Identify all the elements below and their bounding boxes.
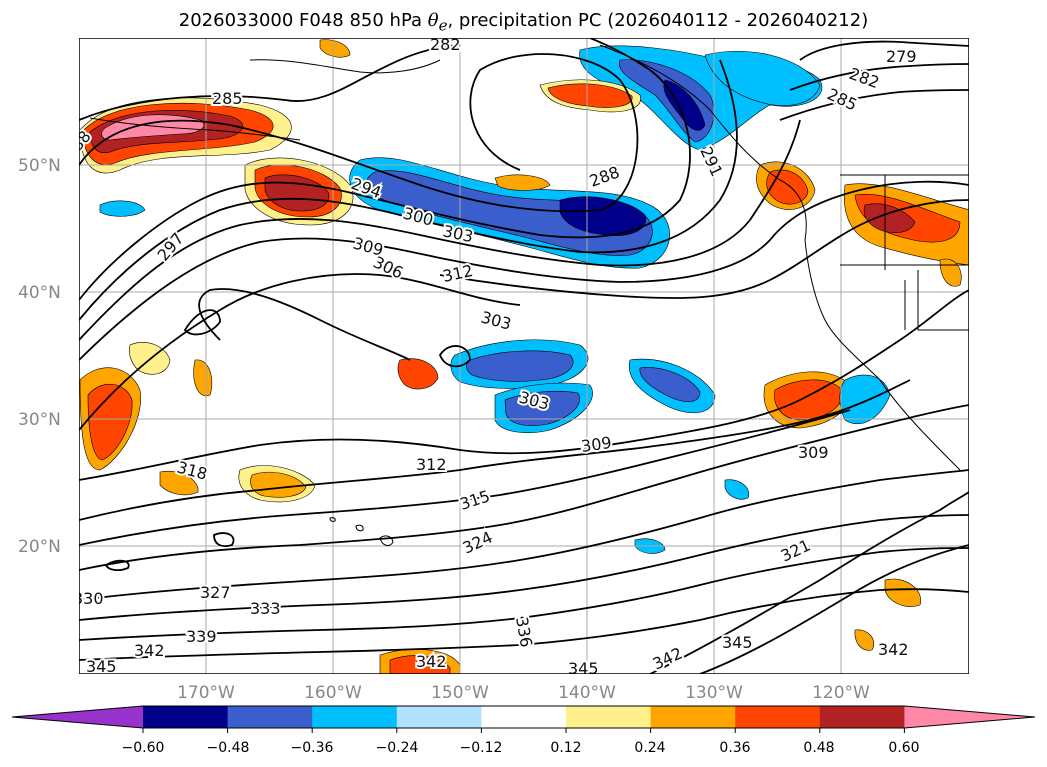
contour-label: 345 bbox=[86, 657, 117, 676]
colorbar-swatch bbox=[819, 706, 905, 728]
colorbar-tick-label: 0.60 bbox=[888, 740, 919, 756]
colorbar-swatch bbox=[227, 706, 313, 728]
colorbar-swatch bbox=[396, 706, 482, 728]
lon-label-140w: 140°W bbox=[558, 683, 616, 703]
colorbar-extend-min bbox=[12, 706, 143, 728]
title-prefix: 2026033000 F048 850 hPa bbox=[178, 10, 428, 31]
colorbar-tick-label: −0.24 bbox=[376, 740, 419, 756]
lon-label-150w: 150°W bbox=[431, 683, 489, 703]
colorbar-tick-label: 0.24 bbox=[634, 740, 665, 756]
contour-label: 342 bbox=[416, 652, 447, 671]
title-symbol: θ bbox=[427, 10, 439, 31]
colorbar-swatch bbox=[735, 706, 821, 728]
contour-label: 312 bbox=[441, 261, 475, 286]
colorbar-tick-label: −0.60 bbox=[122, 740, 165, 756]
colorbar-tick-label: −0.36 bbox=[291, 740, 334, 756]
theta-e-contours bbox=[79, 38, 969, 674]
lat-label-50n: 50°N bbox=[18, 156, 61, 176]
coastlines bbox=[89, 44, 969, 546]
contour-label: 330 bbox=[73, 589, 104, 608]
contour-label: 342 bbox=[134, 641, 165, 660]
colorbar-swatch bbox=[650, 706, 736, 728]
lat-label-40n: 40°N bbox=[18, 283, 61, 303]
contour-label: 282 bbox=[430, 35, 461, 54]
title-suffix: , precipitation PC (2026040112 - 2026040… bbox=[447, 10, 869, 31]
colorbar-swatches bbox=[11, 705, 1036, 733]
latitude-labels: 50°N 40°N 30°N 20°N bbox=[18, 156, 61, 557]
lon-label-120w: 120°W bbox=[812, 683, 870, 703]
colorbar-tick-label: −0.48 bbox=[207, 740, 250, 756]
colorbar-tick-label: −0.12 bbox=[460, 740, 503, 756]
colorbar-extend-max bbox=[904, 706, 1035, 728]
lat-label-20n: 20°N bbox=[18, 537, 61, 557]
contour-label: 345 bbox=[568, 659, 599, 678]
colorbar-tick-label: 0.12 bbox=[550, 740, 581, 756]
colorbar-tick-label: 0.48 bbox=[803, 740, 834, 756]
contour-label: 309 bbox=[798, 443, 829, 462]
lat-label-30n: 30°N bbox=[18, 410, 61, 430]
colorbar-ticks: −0.60 −0.48 −0.36 −0.24 −0.12 0.12 0.24 … bbox=[122, 740, 920, 756]
colorbar-swatch bbox=[143, 706, 229, 728]
lon-label-170w: 170°W bbox=[177, 683, 235, 703]
colorbar-swatch bbox=[312, 706, 398, 728]
colorbar: −0.60 −0.48 −0.36 −0.24 −0.12 0.12 0.24 … bbox=[11, 705, 1036, 756]
contour-label: 327 bbox=[200, 583, 231, 602]
contour-label: 342 bbox=[878, 640, 909, 659]
map-title: 2026033000 F048 850 hPa θe, precipitatio… bbox=[0, 10, 1047, 35]
contour-label: 345 bbox=[722, 633, 753, 652]
contour-label: 279 bbox=[886, 47, 917, 66]
contour-label: 339 bbox=[186, 627, 217, 646]
contour-label: 312 bbox=[416, 455, 447, 474]
colorbar-tick-label: 0.36 bbox=[719, 740, 750, 756]
lon-label-160w: 160°W bbox=[304, 683, 362, 703]
colorbar-swatch bbox=[566, 706, 652, 728]
contour-label: 333 bbox=[250, 599, 281, 618]
map-panel: 279 282 282 285 285 288 288 291 294 297 … bbox=[73, 35, 969, 678]
colorbar-swatch bbox=[481, 706, 567, 728]
contour-label: 285 bbox=[212, 89, 243, 108]
lon-label-130w: 130°W bbox=[685, 683, 743, 703]
title-symbol-subscript: e bbox=[438, 16, 448, 35]
longitude-labels: 170°W 160°W 150°W 140°W 130°W 120°W bbox=[177, 683, 870, 703]
